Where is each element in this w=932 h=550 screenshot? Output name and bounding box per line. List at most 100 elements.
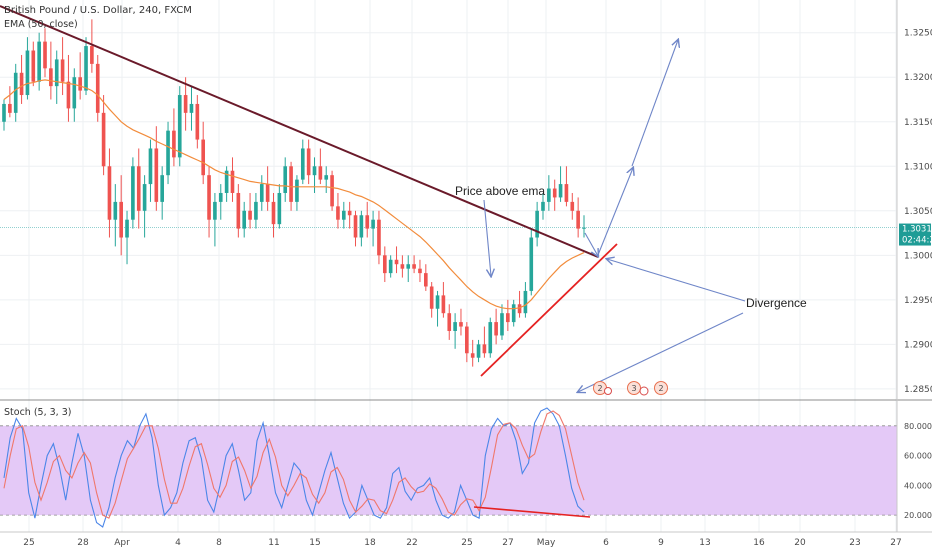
candle <box>277 184 282 229</box>
candle <box>189 86 194 131</box>
descending-trendline[interactable] <box>0 5 599 258</box>
arrow-price-above-ema[interactable] <box>483 199 491 276</box>
arrow-divergence-to-stoch[interactable] <box>578 312 744 392</box>
candle <box>359 210 364 247</box>
candle-body <box>37 41 41 82</box>
candle <box>418 259 422 283</box>
stoch-tick-label: 60.0000 <box>904 452 932 461</box>
arrow-divergence-to-apex[interactable] <box>607 259 746 302</box>
candle-body <box>353 215 358 238</box>
candle <box>470 339 475 367</box>
candle <box>172 108 176 167</box>
candle-body <box>154 148 159 202</box>
candle <box>435 290 440 327</box>
price-tick-label: 1.28500 <box>904 385 932 395</box>
candle <box>476 339 481 363</box>
candle-body <box>359 215 364 238</box>
candle <box>488 317 493 358</box>
candle <box>406 255 411 283</box>
candle <box>78 52 82 100</box>
stoch-axis[interactable]: 80.0000 60.0000 40.0000 20.0000 <box>904 422 932 520</box>
arrow-projection-up-2[interactable] <box>631 40 678 167</box>
candle-body <box>148 148 153 185</box>
candle <box>125 210 129 265</box>
event-badge-3: 2 <box>658 384 663 393</box>
time-axis[interactable]: 25 28 Apr 4 8 11 15 18 22 25 27 May 6 9 13 16 20 23 27 <box>23 538 901 548</box>
candle <box>377 210 381 265</box>
candle <box>330 170 334 211</box>
candle <box>230 157 235 202</box>
last-price-tag: 1.30312 02:44:29 <box>899 223 932 246</box>
arrow-projection-up-1[interactable] <box>597 168 633 256</box>
candle <box>283 157 288 202</box>
candle-body <box>119 201 123 238</box>
candle <box>564 166 569 207</box>
candle-body <box>365 215 370 229</box>
candle-body <box>382 255 387 274</box>
event-badge-group-1[interactable]: 2 <box>593 381 612 395</box>
time-tick-label: 9 <box>658 538 664 548</box>
candle <box>412 255 416 274</box>
price-tick-label: 1.29500 <box>904 296 932 306</box>
candle <box>254 192 258 229</box>
candle <box>8 86 12 118</box>
candle <box>347 201 352 229</box>
candle-body <box>388 259 393 274</box>
candle-body <box>494 322 498 336</box>
candle <box>482 326 487 358</box>
candle-body <box>90 46 94 64</box>
candle <box>300 139 305 185</box>
price-pane <box>0 0 897 398</box>
candle <box>224 166 229 202</box>
candle <box>424 264 428 291</box>
event-badge-2: 3 <box>631 384 636 393</box>
symbol-title[interactable]: British Pound / U.S. Dollar, 240, FXCM <box>4 5 192 16</box>
time-tick-label: 15 <box>309 538 320 548</box>
candle <box>382 246 387 283</box>
time-tick-label: 4 <box>175 538 181 548</box>
candle-body <box>488 322 493 354</box>
candle-body <box>78 77 82 91</box>
event-badge-group-3[interactable]: 2 <box>654 381 668 395</box>
candle <box>66 54 71 122</box>
candle <box>371 210 375 247</box>
event-badge-group-2[interactable]: 3 <box>627 381 649 396</box>
candle-body <box>195 103 200 140</box>
candle-body <box>236 192 241 229</box>
candle <box>2 99 6 131</box>
candle <box>447 304 452 340</box>
candle <box>353 210 358 247</box>
candle-body <box>541 201 545 211</box>
candle <box>388 255 393 278</box>
candle <box>54 50 59 104</box>
candle <box>131 157 135 229</box>
candle-body <box>318 166 323 180</box>
candle <box>318 148 323 185</box>
candle-body <box>336 206 340 220</box>
annotation-divergence[interactable]: Divergence <box>746 296 807 310</box>
candle <box>95 54 100 122</box>
arrow-retest-down[interactable] <box>584 232 598 256</box>
stoch-legend-label[interactable]: Stoch (5, 3, 3) <box>4 407 71 418</box>
candle <box>259 175 264 211</box>
candle-body <box>347 210 352 216</box>
candle-body <box>341 210 346 220</box>
price-axis[interactable]: 1.32500 1.32000 1.31500 1.31000 1.30500 1.300… <box>904 29 932 395</box>
time-tick-label: 27 <box>890 538 901 548</box>
candle-body <box>259 184 264 202</box>
candle-body <box>295 179 299 202</box>
candle-body <box>400 264 405 269</box>
candle-body <box>529 237 534 291</box>
ascending-support-line[interactable] <box>480 243 618 377</box>
candle-body <box>166 130 170 176</box>
candle-body <box>506 313 510 323</box>
time-tick-label: 18 <box>364 538 376 548</box>
annotation-price-above-ema[interactable]: Price above ema <box>455 184 545 198</box>
candle <box>541 192 545 220</box>
bar-countdown: 02:44:29 <box>902 236 932 246</box>
candle <box>306 139 311 185</box>
stoch-divergence-line[interactable] <box>473 506 591 518</box>
candle-body <box>300 148 305 180</box>
candle-body <box>576 210 580 229</box>
ema-legend-label[interactable]: EMA (50, close) <box>4 19 78 30</box>
